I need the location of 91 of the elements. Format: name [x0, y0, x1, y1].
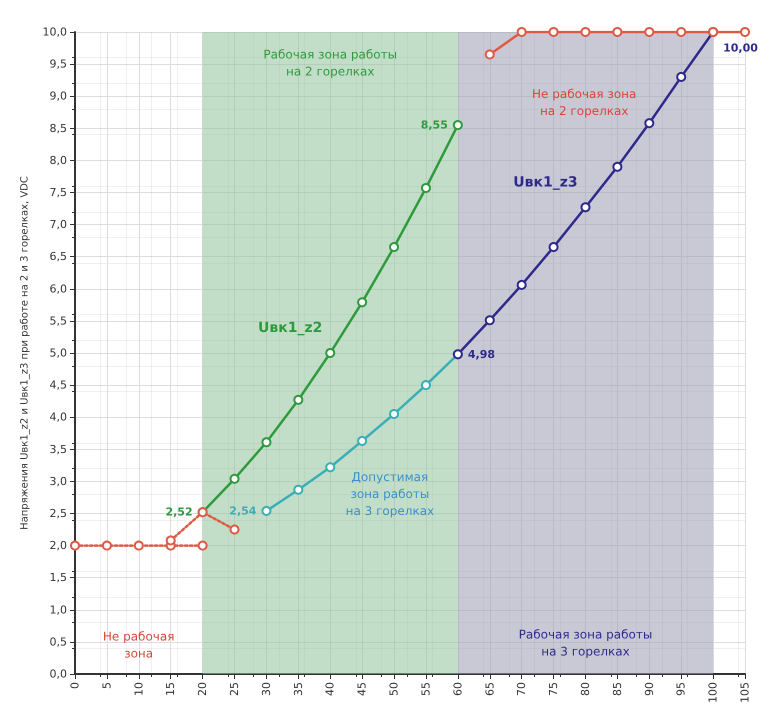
x-tick-label: 100 [706, 682, 720, 703]
x-tick-label: 85 [610, 682, 624, 696]
x-tick-label: 70 [515, 682, 528, 696]
point [325, 348, 336, 358]
annotation: Не рабочая зона на 2 горелках [532, 87, 636, 118]
series-label: Uвк1_z2 [258, 320, 322, 336]
point [516, 27, 527, 37]
data-label: 10,00 [723, 42, 758, 54]
x-tick-label: 0 [68, 682, 82, 689]
x-tick-label: 95 [674, 682, 688, 696]
point [230, 474, 240, 484]
x-tick-label: 20 [196, 682, 210, 696]
point [420, 183, 431, 194]
annotation: Допустимая зона работы на 3 горелках [346, 470, 434, 518]
x-tick-label: 45 [356, 682, 369, 696]
y-tick-label: 7,0 [50, 218, 67, 232]
y-tick-label: 9,5 [50, 58, 67, 71]
y-tick-label: 4,5 [50, 378, 67, 392]
series-label: Uвк1_z3 [513, 174, 578, 190]
x-tick-label: 75 [547, 682, 560, 696]
x-tick-label: 5 [100, 682, 114, 689]
y-tick-label: 2,5 [50, 507, 67, 520]
data-label: 2,52 [165, 506, 193, 519]
y-tick-label: 0,0 [50, 668, 67, 680]
point [644, 118, 654, 128]
band-label: Рабочая зона работы на 3 горелках [518, 628, 652, 658]
point [580, 27, 590, 37]
point [357, 436, 368, 446]
point [452, 120, 463, 130]
point [293, 484, 304, 495]
x-tick-label: 30 [260, 682, 273, 696]
point [293, 394, 304, 405]
point [676, 72, 686, 82]
point [166, 535, 176, 546]
y-tick-label: 2,0 [50, 539, 67, 552]
data-label: 2,54 [229, 504, 257, 518]
point [389, 242, 400, 252]
point [612, 27, 622, 37]
point [389, 408, 400, 419]
x-tick-label: 25 [228, 682, 242, 696]
point [612, 162, 622, 172]
y-axis-title: Напряжения Uвк1_z2 и Uвк1_z3 при работе на 2 и 3 горелках, VDC [20, 176, 30, 530]
x-tick-label: 105 [738, 682, 752, 703]
point [740, 27, 750, 37]
x-tick-label: 10 [132, 682, 146, 696]
y-tick-label: 4,0 [50, 410, 67, 424]
point [676, 27, 686, 37]
y-tick-label: 5,0 [50, 346, 67, 360]
data-label: 4,98 [468, 348, 495, 361]
point [548, 27, 559, 37]
y-tick-label: 8,5 [50, 122, 67, 135]
band-label: Рабочая зона работы на 2 горелках [263, 48, 398, 78]
y-tick-label: 1,5 [50, 571, 67, 584]
point [261, 506, 272, 516]
y-tick-label: 9,0 [50, 90, 67, 103]
point [357, 297, 368, 308]
x-tick-label: 15 [164, 682, 178, 696]
x-tick-label: 80 [578, 682, 592, 696]
y-tick-label: 3,5 [50, 442, 67, 456]
point [484, 315, 495, 326]
y-tick-label: 6,5 [50, 250, 67, 264]
x-tick-label: 40 [324, 682, 337, 696]
x-tick-label: 65 [483, 682, 496, 696]
point [484, 49, 495, 60]
y-tick-label: 8,0 [50, 154, 67, 167]
x-tick-label: 50 [388, 682, 401, 696]
y-tick-label: 5,5 [50, 314, 67, 328]
x-tick-label: 90 [642, 682, 656, 696]
point [548, 242, 559, 252]
y-tick-label: 1,0 [50, 603, 67, 616]
y-tick-label: 0,5 [50, 635, 67, 648]
point [70, 540, 80, 551]
point [420, 380, 431, 390]
x-tick-label: 35 [292, 682, 305, 696]
point [516, 280, 527, 290]
point [134, 540, 144, 551]
x-tick-label: 60 [451, 682, 464, 696]
annotation: Не рабочая зона [102, 630, 174, 661]
point [230, 524, 240, 535]
y-tick-label: 3,0 [50, 474, 67, 488]
point [198, 540, 208, 551]
y-tick-label: 7,5 [50, 186, 67, 199]
y-tick-label: 10,0 [42, 26, 67, 38]
point [261, 437, 272, 448]
x-tick-label: 55 [419, 682, 432, 696]
y-tick-label: 6,0 [50, 282, 67, 296]
point [325, 462, 336, 472]
point [644, 27, 654, 37]
data-label: 8,55 [420, 118, 448, 132]
point [580, 202, 590, 212]
point [102, 540, 112, 551]
